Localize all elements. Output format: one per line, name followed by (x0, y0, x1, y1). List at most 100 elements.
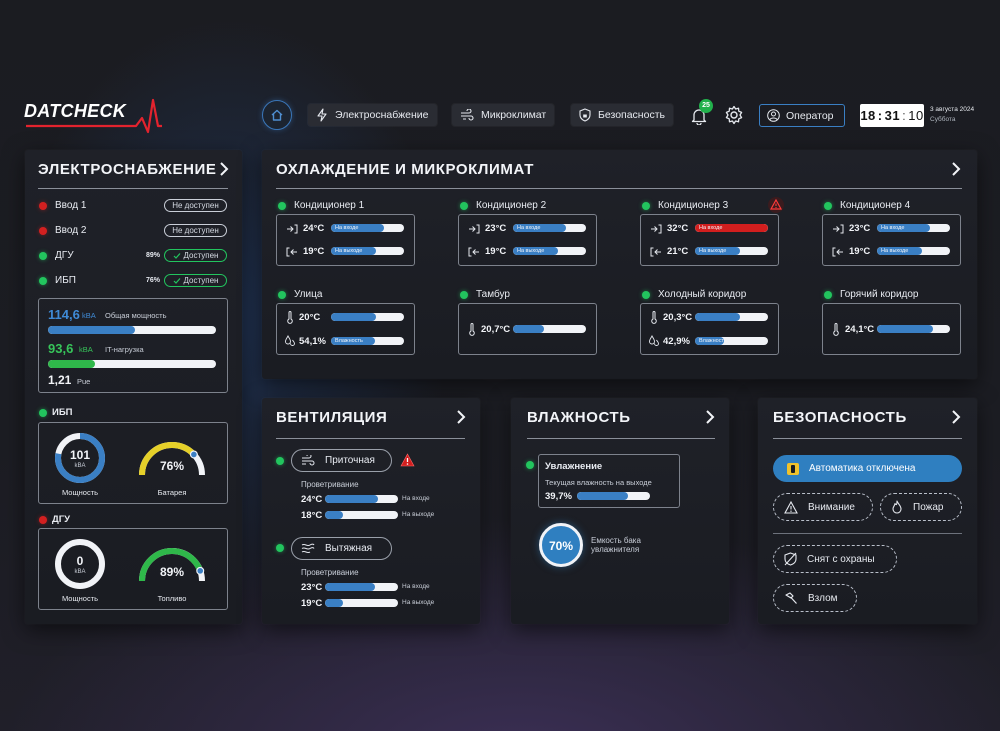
bar-fill (48, 326, 136, 334)
bar-fill (695, 313, 741, 321)
status-badge: Доступен (164, 249, 227, 262)
dgu-box: 0 kBA Мощность 89% Топливо (38, 528, 228, 610)
home-icon (271, 109, 283, 121)
nav-security-button[interactable]: Безопасность (571, 104, 673, 126)
supply-in-label: На входе (402, 495, 430, 502)
exhaust-in-bar (325, 583, 398, 591)
status-dot (824, 291, 832, 299)
status-dot (526, 461, 534, 469)
bar-fill (325, 599, 344, 607)
nav-climate-button[interactable]: Микроклимат (452, 104, 555, 126)
total-power-bar (48, 326, 216, 334)
automation-off-button[interactable]: Автоматика отключена (773, 455, 962, 482)
bar-fill (577, 492, 629, 500)
home-button[interactable] (262, 100, 292, 130)
clock-seconds: 10 (908, 108, 924, 123)
operator-button[interactable]: Оператор (759, 104, 845, 127)
dgu-power-label: Мощность (61, 594, 99, 603)
warning-icon (769, 198, 783, 210)
attention-button[interactable]: Внимание (773, 493, 873, 521)
zone-card[interactable]: 20,7°C (458, 303, 597, 355)
bar-label: На входе (881, 225, 905, 231)
humidity-drops-icon (285, 335, 295, 346)
conditioner-card[interactable]: 23°C На входе 19°C На выходе (458, 214, 597, 266)
conditioner-in-bar: На входе (331, 224, 404, 232)
tank-label-line2: увлажнителя (591, 545, 640, 554)
nav-power-button[interactable]: Электроснабжение (308, 104, 437, 126)
bar-fill (513, 224, 567, 232)
date-label: 3 августа 2024 (930, 106, 975, 113)
notifications-button[interactable]: 25 (689, 99, 713, 128)
logo-text: DATCHECK (24, 101, 127, 121)
status-dot (278, 291, 286, 299)
ups-battery-value: 76% (159, 459, 185, 473)
chevron-right-icon[interactable] (455, 409, 467, 425)
zone-temp-bar (513, 325, 586, 333)
disarmed-label: Снят с охраны (807, 553, 875, 565)
conditioner-in-bar: На входе (695, 224, 768, 232)
status-dot (39, 409, 47, 417)
conditioner-out-temp: 21°C (667, 246, 689, 257)
gear-icon (725, 105, 743, 125)
breakin-button[interactable]: Взлом (773, 584, 857, 612)
chevron-right-icon[interactable] (950, 161, 962, 177)
outlet-arrow-icon (286, 247, 297, 257)
alarm-badge (768, 197, 784, 213)
zone-card[interactable]: 20°C 54,1% Влажность (276, 303, 415, 355)
total-power-label: Общая мощность (105, 311, 167, 320)
zone-card[interactable]: 24,1°C (822, 303, 961, 355)
fire-button[interactable]: Пожар (880, 493, 962, 521)
bar-label: На входе (517, 225, 541, 231)
supply-in-temp: 24°C (301, 494, 323, 505)
conditioner-name: Кондиционер 1 (294, 200, 365, 211)
flame-icon (892, 500, 902, 514)
load-box: 114,6 kBA Общая мощность 93,6 kBA IT-наг… (38, 298, 228, 393)
ups-battery-gauge-fill (139, 442, 205, 476)
security-divider (773, 533, 962, 534)
zone-temp: 20,3°C (663, 312, 693, 323)
supply-unit-button[interactable]: Приточная (291, 449, 392, 472)
outlet-arrow-icon (650, 247, 661, 257)
clock: 18:31:10 (860, 104, 924, 127)
bar-fill (48, 360, 96, 368)
bar-label: На входе (335, 225, 359, 231)
exhaust-in-temp: 23°C (301, 582, 323, 593)
humidity-title-divider (527, 438, 715, 439)
conditioner-card[interactable]: 24°C На входе 19°C На выходе (276, 214, 415, 266)
conditioner-in-bar: На входе (877, 224, 950, 232)
zone-humidity: 42,9% (663, 336, 690, 347)
conditioner-out-bar: На выходе (331, 247, 404, 255)
dgu-fuel-value: 89% (159, 565, 185, 579)
status-badge: Не доступен (164, 224, 227, 237)
supply-out-temp: 18°C (301, 510, 323, 521)
humidifier-box: Увлажнение Текущая влажность на выходе 3… (538, 454, 680, 508)
chevron-right-icon[interactable] (218, 161, 230, 177)
zone-card[interactable]: 20,3°C 42,9% Влажность (640, 303, 779, 355)
disarmed-button[interactable]: Снят с охраны (773, 545, 897, 573)
dgu-title: ДГУ (52, 514, 71, 525)
bar-fill (325, 511, 344, 519)
climate-title-divider (276, 188, 962, 189)
conditioner-in-bar: На входе (513, 224, 586, 232)
status-dot (39, 516, 47, 524)
conditioner-card[interactable]: 32°C На входе 21°C На выходе (640, 214, 779, 266)
automation-off-label: Автоматика отключена (809, 463, 916, 474)
tank-label-line1: Емкость бака (591, 536, 641, 545)
settings-button[interactable] (724, 105, 744, 125)
zone-temp-bar (695, 313, 768, 321)
chevron-right-icon[interactable] (950, 409, 962, 425)
status-dot (276, 457, 284, 465)
nav-power-label: Электроснабжение (335, 109, 429, 121)
chevron-right-icon[interactable] (704, 409, 716, 425)
bar-label: На выходе (335, 248, 363, 254)
zone-humidity-bar: Влажность (695, 337, 768, 345)
conditioner-card[interactable]: 23°C На входе 19°C На выходе (822, 214, 961, 266)
conditioner-name: Кондиционер 2 (476, 200, 547, 211)
inlet-arrow-icon (651, 224, 662, 234)
bar-fill (331, 224, 385, 232)
ups-power-unit: kBA (74, 463, 86, 469)
exhaust-unit-button[interactable]: Вытяжная (291, 537, 392, 560)
shield-off-icon (784, 552, 797, 566)
tank-level-indicator (539, 523, 583, 567)
conditioner-out-temp: 19°C (485, 246, 507, 257)
